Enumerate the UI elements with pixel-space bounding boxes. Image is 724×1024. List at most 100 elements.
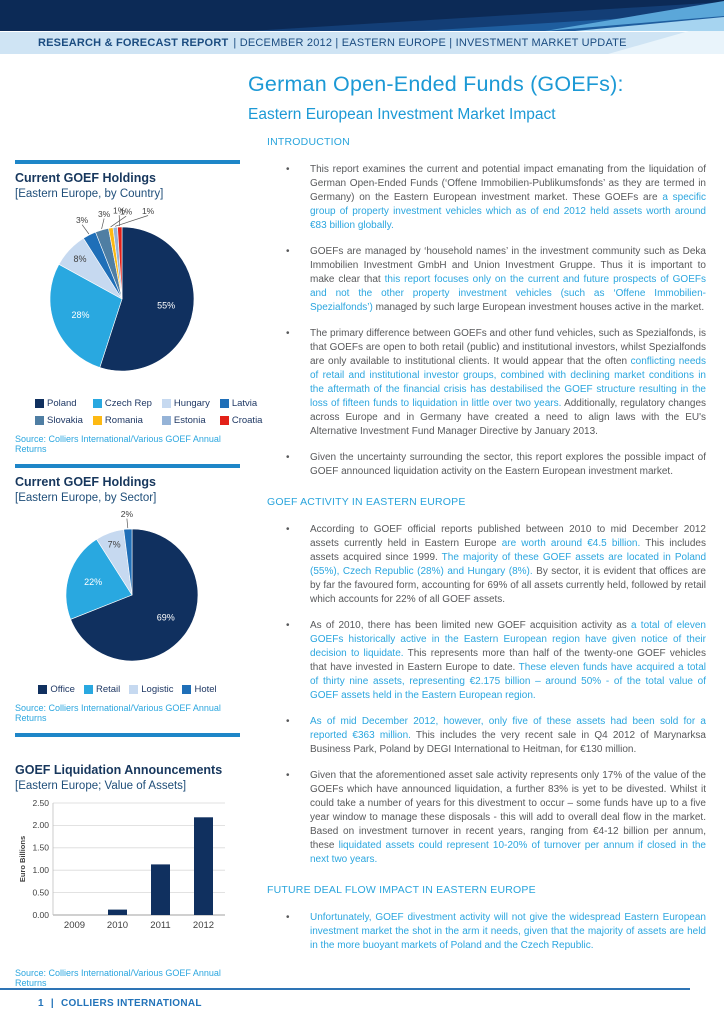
bar-chart-liquidation: 0.00 0.50 1.00 1.50 2.00 2.50 2009 2010 2011 2012… bbox=[15, 795, 240, 948]
chart-title: Current GOEF Holdings bbox=[15, 475, 156, 489]
legend-item-latvia: Latvia bbox=[219, 398, 263, 409]
section-heading-activity: GOEF ACTIVITY IN EASTERN EUROPE bbox=[267, 496, 466, 508]
legend-swatch bbox=[161, 416, 171, 425]
y-tick-label: 1.50 bbox=[32, 843, 49, 853]
bullet-text: Given that the aforementioned asset sale… bbox=[310, 770, 706, 865]
chart-subtitle: [Eastern Europe; Value of Assets] bbox=[15, 779, 187, 792]
section-heading-future: FUTURE DEAL FLOW IMPACT IN EASTERN EUROP… bbox=[267, 884, 536, 896]
legend-label: Slovakia bbox=[47, 415, 83, 426]
bullet-item: • According to GOEF official reports publ… bbox=[248, 523, 708, 607]
report-header-strip: RESEARCH & FORECAST REPORT | DECEMBER 20… bbox=[0, 31, 724, 54]
bullet-text: GOEFs are managed by ‘household names’ i… bbox=[310, 246, 706, 313]
pie-slice-hotel bbox=[123, 528, 133, 596]
banner-graphic bbox=[0, 0, 724, 54]
pie-label: 8% bbox=[73, 254, 86, 264]
pie-label-leader bbox=[114, 215, 149, 227]
y-tick-label: 1.00 bbox=[32, 865, 49, 875]
legend-item-retail: Retail bbox=[83, 684, 121, 695]
pie-slice-retail bbox=[65, 538, 133, 620]
pie-label: 3% bbox=[98, 209, 111, 219]
legend-label: Romania bbox=[104, 415, 143, 426]
pie-label: 1% bbox=[142, 206, 155, 216]
pie-label-leader bbox=[126, 518, 129, 529]
bullet-item: • As of 2010, there has been limited new … bbox=[248, 619, 708, 703]
bullet-text: The primary difference between GOEFs and… bbox=[310, 328, 707, 437]
bullet-text: According to GOEF official reports publi… bbox=[310, 524, 707, 605]
pie-label-leader bbox=[101, 218, 105, 229]
bullet-item: • Given that the aforementioned asset sal… bbox=[248, 769, 708, 867]
bullet-text: Unfortunately, GOEF divestment activity … bbox=[310, 912, 706, 951]
pie-label-leader bbox=[81, 224, 90, 235]
bullet-text: As of mid December 2012, however, only f… bbox=[310, 716, 706, 755]
article-sections: INTRODUCTION • This report examines the cu… bbox=[248, 136, 708, 953]
legend-swatch bbox=[219, 416, 229, 425]
pie-label: 28% bbox=[71, 310, 89, 320]
bullet-item: • The primary difference between GOEFs an… bbox=[248, 327, 708, 439]
chart-subtitle: [Eastern Europe, by Sector] bbox=[15, 491, 157, 504]
legend-swatch bbox=[35, 416, 44, 425]
pie-label: 7% bbox=[108, 540, 121, 550]
bullet-marker: • bbox=[286, 328, 290, 339]
bullet-marker: • bbox=[286, 716, 290, 727]
legend-item-logistic: Logistic bbox=[129, 684, 173, 695]
page-footer: 1 | COLLIERS INTERNATIONAL bbox=[38, 998, 202, 1009]
article: German Open-Ended Funds (GOEFs): Eastern… bbox=[248, 72, 708, 965]
x-tick-label: 2012 bbox=[193, 920, 214, 931]
pie-chart-sector: 69% 22% 7% 2% bbox=[15, 507, 240, 682]
legend-swatch bbox=[83, 685, 93, 694]
legend-label: Hungary bbox=[173, 398, 210, 409]
bullet-item: • GOEFs are managed by ‘household names’ … bbox=[248, 245, 708, 315]
legend-item-poland: Poland bbox=[35, 398, 83, 409]
legend-item-hungary: Hungary bbox=[161, 398, 210, 409]
legend-label: Office bbox=[50, 684, 75, 695]
legend-label: Latvia bbox=[231, 398, 258, 409]
pie-svg: 55%28%8%3%3% 1% 1%1% bbox=[49, 205, 195, 372]
bullet-item: • This report examines the current and po… bbox=[248, 163, 708, 233]
footer-separator: | bbox=[50, 998, 54, 1009]
chart-title: Current GOEF Holdings bbox=[15, 171, 156, 185]
bullet-text: This report examines the current and pot… bbox=[310, 164, 707, 231]
y-tick-label: 2.50 bbox=[32, 798, 49, 808]
legend-label: Logistic bbox=[141, 684, 174, 695]
legend-label: Retail bbox=[95, 684, 121, 695]
bar-2012 bbox=[194, 817, 213, 915]
section-heading-introduction: INTRODUCTION bbox=[267, 136, 350, 148]
legend-label: Poland bbox=[47, 398, 77, 409]
divider-bar bbox=[15, 464, 240, 468]
bullet-marker: • bbox=[286, 164, 290, 175]
x-tick-label: 2011 bbox=[150, 920, 170, 931]
page-number: 1 bbox=[38, 998, 44, 1009]
legend-swatch bbox=[161, 399, 171, 408]
chart-block-holdings-country: Current GOEF Holdings [Eastern Europe, b… bbox=[15, 160, 262, 454]
bullet-marker: • bbox=[286, 452, 290, 463]
pie-label-leader bbox=[118, 215, 121, 227]
bar-svg: 0.00 0.50 1.00 1.50 2.00 2.50 2009 2010 2011 2012… bbox=[18, 798, 225, 931]
bar-2011 bbox=[151, 864, 170, 915]
x-tick-label: 2010 bbox=[107, 920, 128, 931]
divider-bar bbox=[15, 160, 240, 164]
bullet-item: • Unfortunately, GOEF divestment activity… bbox=[248, 911, 708, 953]
legend-item-romania: Romania bbox=[92, 415, 152, 426]
pie-slice-czech-rep bbox=[49, 263, 123, 368]
source-note: Source: Colliers International/Various G… bbox=[15, 434, 221, 454]
x-tick-label: 2009 bbox=[64, 920, 85, 931]
pie-label: 1% bbox=[120, 206, 133, 216]
source-note: Source: Colliers International/Various G… bbox=[15, 968, 221, 988]
y-tick-label: 2.00 bbox=[32, 820, 49, 830]
pie-label: 3% bbox=[76, 215, 89, 225]
chart-block-holdings-sector: Current GOEF Holdings [Eastern Europe, b… bbox=[15, 464, 240, 723]
pie-chart-country: 55% 28% 8% 3% 3% 1% 1% 1% bbox=[15, 203, 240, 396]
company-name: COLLIERS INTERNATIONAL bbox=[60, 998, 202, 1009]
report-type-label: RESEARCH & FORECAST REPORT bbox=[38, 36, 229, 49]
chart-subtitle: [Eastern Europe, by Country] bbox=[15, 187, 164, 200]
legend-swatch bbox=[38, 685, 48, 694]
bullet-marker: • bbox=[286, 770, 290, 781]
bullet-marker: • bbox=[286, 246, 290, 257]
legend-item-czech-rep: Czech Rep bbox=[92, 398, 152, 409]
report-header-meta: | DECEMBER 2012 | EASTERN EUROPE | INVES… bbox=[233, 36, 627, 49]
pie-label: 69% bbox=[157, 612, 175, 622]
bar-2010 bbox=[108, 909, 127, 915]
pie-slice-poland bbox=[99, 226, 195, 372]
legend-item-office: Office bbox=[38, 684, 75, 695]
